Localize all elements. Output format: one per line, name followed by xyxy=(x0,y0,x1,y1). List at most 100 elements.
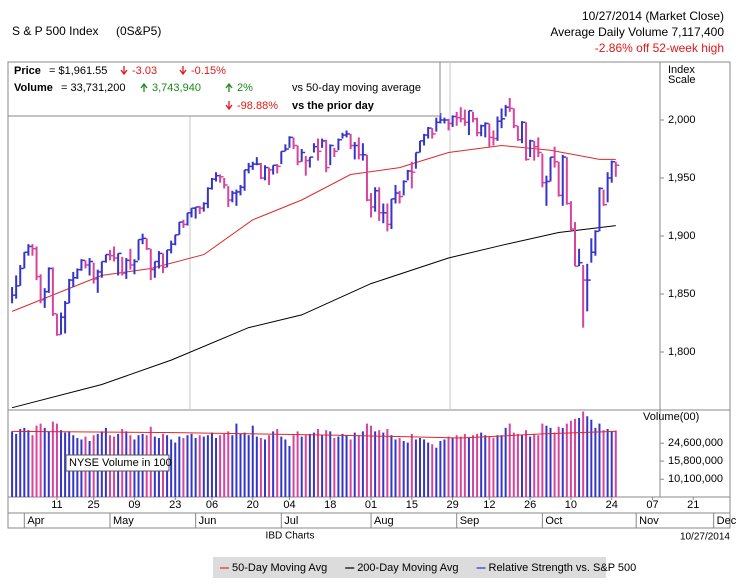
volume-bar xyxy=(525,430,528,497)
volume-bar xyxy=(361,431,364,497)
price-bar xyxy=(451,115,454,127)
price-bar xyxy=(202,202,205,212)
x-tick-label: 10 xyxy=(565,499,577,511)
price-bar xyxy=(594,230,597,256)
price-bar xyxy=(569,201,572,231)
volume-bar xyxy=(365,423,368,497)
volume-bar xyxy=(504,427,507,497)
vs-prior-day: vs the prior day xyxy=(292,100,375,112)
price-bar xyxy=(537,137,540,158)
volume-bar xyxy=(541,423,544,497)
price-bar xyxy=(549,157,552,182)
volume-bar xyxy=(573,418,576,497)
volume-bar xyxy=(520,435,523,497)
price-bar xyxy=(76,268,79,279)
volume-bar xyxy=(443,439,446,497)
volume-bar xyxy=(308,433,311,497)
volume-axis-label: Volume(00) xyxy=(643,411,699,423)
x-tick-label: 15 xyxy=(406,499,418,511)
price-bar xyxy=(390,198,393,230)
legend-box xyxy=(213,557,606,578)
price-bar xyxy=(72,271,75,288)
price-bar xyxy=(525,122,528,161)
price-bar xyxy=(533,140,536,161)
price-bar xyxy=(435,117,438,132)
price-bar xyxy=(194,207,197,219)
volume-bar xyxy=(272,431,275,497)
x-tick-label: 23 xyxy=(169,499,181,511)
volume-bar xyxy=(402,440,405,497)
price-bar xyxy=(406,169,409,181)
price-change: -3.03 xyxy=(132,65,157,77)
price-bar xyxy=(357,137,360,160)
legend-label: 200-Day Moving Avg xyxy=(357,562,458,574)
up-arrow xyxy=(225,82,233,92)
volume-bar xyxy=(186,435,189,497)
volume-bar xyxy=(463,433,466,497)
month-label: Dec xyxy=(717,515,737,527)
price-bar xyxy=(578,248,581,267)
volume-bar xyxy=(394,439,397,497)
price-bar xyxy=(47,267,50,293)
price-bar xyxy=(117,253,120,276)
price-bar xyxy=(113,246,116,262)
x-tick-label: 11 xyxy=(51,499,62,511)
volume-bar xyxy=(406,442,409,497)
price-bar xyxy=(35,246,38,281)
volume-bar xyxy=(333,438,336,497)
x-tick-label: 21 xyxy=(687,499,699,511)
price-label: Price xyxy=(14,65,41,77)
price-bar xyxy=(149,248,152,281)
volume-bar xyxy=(51,421,54,497)
month-label: May xyxy=(113,515,134,527)
volume-bar xyxy=(202,436,205,497)
volume-bar xyxy=(190,433,193,497)
volume-bar xyxy=(578,417,581,497)
price-bar xyxy=(423,133,426,146)
x-tick-label: 09 xyxy=(128,499,140,511)
volume-bar xyxy=(590,419,593,497)
price-bar xyxy=(541,153,544,188)
price-bar xyxy=(247,162,250,174)
price-bar xyxy=(439,113,442,124)
volume-bar xyxy=(410,433,413,497)
volume-bar xyxy=(337,436,340,497)
volume-bar xyxy=(492,438,495,497)
price-bar xyxy=(186,212,189,226)
volume-bar xyxy=(178,436,181,497)
volume-bar xyxy=(170,439,173,497)
volume-bar xyxy=(23,427,26,497)
volume-bar xyxy=(480,432,483,497)
price-bar xyxy=(223,178,226,189)
volume-bar xyxy=(194,438,197,497)
volume-bar xyxy=(288,445,291,497)
volume-bar xyxy=(304,435,307,497)
volume-bar xyxy=(231,435,234,497)
volume-bar xyxy=(292,435,295,497)
volume-bar xyxy=(545,425,548,497)
index-symbol: (0S&P5) xyxy=(116,24,161,38)
y-tick-label: 10,100,000 xyxy=(668,473,723,485)
volume-bar xyxy=(349,439,352,497)
volume-bar xyxy=(582,411,585,497)
volume-bar xyxy=(602,430,605,497)
price-bar xyxy=(414,152,417,169)
price-bar xyxy=(557,161,560,197)
price-bar xyxy=(529,139,532,158)
volume-bar xyxy=(276,428,279,497)
price-bar xyxy=(386,203,389,232)
volume-bar xyxy=(219,435,222,497)
price-bar xyxy=(263,165,266,181)
price-bar xyxy=(80,259,83,271)
price-bar xyxy=(472,111,475,123)
price-bar xyxy=(259,162,262,180)
volume-value: = 33,731,200 xyxy=(61,82,126,94)
volume-bar xyxy=(496,435,499,497)
volume-bar xyxy=(206,435,209,497)
volume-bar xyxy=(435,447,438,497)
chart-date: 10/27/2014 (Market Close) xyxy=(582,9,724,23)
price-bar xyxy=(565,157,568,205)
y-tick-label: 1,950 xyxy=(668,172,696,184)
volume-bar xyxy=(60,430,63,497)
volume-bar xyxy=(467,438,470,497)
